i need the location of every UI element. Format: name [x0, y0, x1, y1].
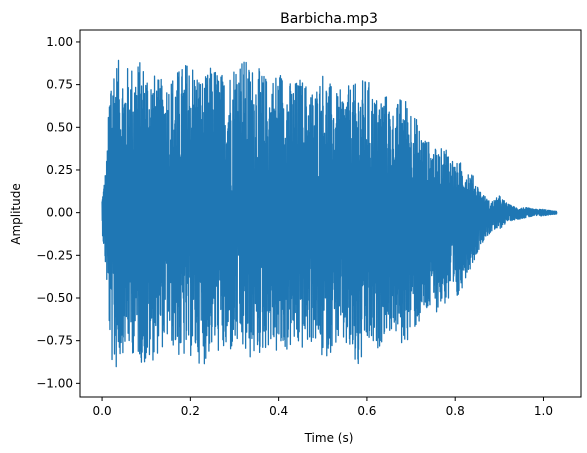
x-tick-label: 0.0: [93, 404, 112, 418]
y-axis-label: Amplitude: [9, 183, 23, 245]
x-tick-label: 1.0: [534, 404, 553, 418]
chart-title: Barbicha.mp3: [280, 11, 378, 27]
x-tick-label: 0.2: [181, 404, 200, 418]
series-line-amplitude: [101, 59, 558, 368]
y-axis: 1.00 0.75 0.50 0.25 0.00 −0.25 −0.50 −0.75 −1.00: [36, 35, 80, 390]
x-tick-label: 0.4: [269, 404, 288, 418]
y-tick-label: 0.00: [46, 206, 73, 220]
x-tick-label: 0.8: [446, 404, 465, 418]
y-tick-label: 0.25: [46, 163, 73, 177]
x-axis-label: Time (s): [304, 431, 354, 445]
y-tick-label: −0.25: [36, 248, 73, 262]
y-tick-label: 0.75: [46, 78, 73, 92]
x-tick-label: 0.6: [357, 404, 376, 418]
plot-frame: [79, 29, 582, 398]
y-tick-label: −1.00: [36, 376, 73, 390]
x-axis: 0.0 0.2 0.4 0.6 0.8 1.0: [93, 397, 553, 418]
plot-area: [101, 59, 558, 368]
y-tick-label: 1.00: [46, 35, 73, 49]
y-tick-label: −0.75: [36, 334, 73, 348]
y-tick-label: 0.50: [46, 120, 73, 134]
y-tick-label: −0.50: [36, 291, 73, 305]
